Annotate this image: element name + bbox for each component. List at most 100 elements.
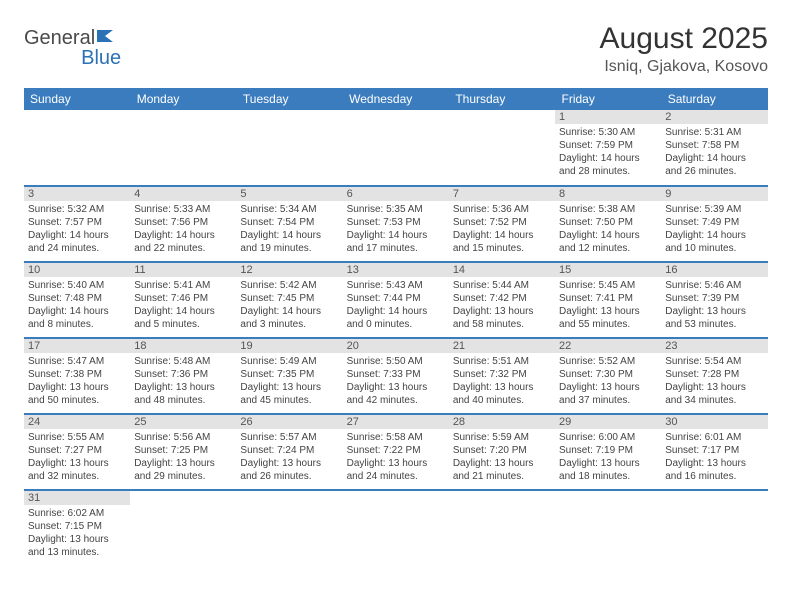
calendar-body: 1Sunrise: 5:30 AMSunset: 7:59 PMDaylight… (24, 110, 768, 566)
calendar-day-cell (449, 490, 555, 566)
calendar-day-cell (343, 110, 449, 186)
calendar-day-cell: 21Sunrise: 5:51 AMSunset: 7:32 PMDayligh… (449, 338, 555, 414)
day-number: 27 (343, 415, 449, 429)
calendar-day-cell: 10Sunrise: 5:40 AMSunset: 7:48 PMDayligh… (24, 262, 130, 338)
day-number: 22 (555, 339, 661, 353)
day-details: Sunrise: 5:48 AMSunset: 7:36 PMDaylight:… (130, 353, 236, 410)
day-details: Sunrise: 5:57 AMSunset: 7:24 PMDaylight:… (236, 429, 342, 486)
day-number: 31 (24, 491, 130, 505)
day-details: Sunrise: 5:39 AMSunset: 7:49 PMDaylight:… (661, 201, 767, 258)
day-number: 4 (130, 187, 236, 201)
day-number: 20 (343, 339, 449, 353)
day-number: 30 (661, 415, 767, 429)
calendar-day-cell: 17Sunrise: 5:47 AMSunset: 7:38 PMDayligh… (24, 338, 130, 414)
day-number: 28 (449, 415, 555, 429)
calendar-day-cell (236, 110, 342, 186)
day-details: Sunrise: 5:43 AMSunset: 7:44 PMDaylight:… (343, 277, 449, 334)
calendar-day-cell: 26Sunrise: 5:57 AMSunset: 7:24 PMDayligh… (236, 414, 342, 490)
calendar-week-row: 1Sunrise: 5:30 AMSunset: 7:59 PMDaylight… (24, 110, 768, 186)
day-number: 21 (449, 339, 555, 353)
calendar-day-cell (24, 110, 130, 186)
calendar-day-cell: 22Sunrise: 5:52 AMSunset: 7:30 PMDayligh… (555, 338, 661, 414)
day-number: 9 (661, 187, 767, 201)
day-number: 17 (24, 339, 130, 353)
calendar-day-cell: 8Sunrise: 5:38 AMSunset: 7:50 PMDaylight… (555, 186, 661, 262)
location-text: Isniq, Gjakova, Kosovo (600, 58, 768, 76)
logo: GeneralBlue (24, 28, 121, 68)
calendar-day-cell: 31Sunrise: 6:02 AMSunset: 7:15 PMDayligh… (24, 490, 130, 566)
day-details: Sunrise: 5:49 AMSunset: 7:35 PMDaylight:… (236, 353, 342, 410)
weekday-header-row: Sunday Monday Tuesday Wednesday Thursday… (24, 88, 768, 110)
day-number: 12 (236, 263, 342, 277)
day-number: 19 (236, 339, 342, 353)
day-details: Sunrise: 5:41 AMSunset: 7:46 PMDaylight:… (130, 277, 236, 334)
day-details: Sunrise: 5:59 AMSunset: 7:20 PMDaylight:… (449, 429, 555, 486)
calendar-day-cell: 2Sunrise: 5:31 AMSunset: 7:58 PMDaylight… (661, 110, 767, 186)
calendar-day-cell: 15Sunrise: 5:45 AMSunset: 7:41 PMDayligh… (555, 262, 661, 338)
day-number: 26 (236, 415, 342, 429)
day-details: Sunrise: 5:56 AMSunset: 7:25 PMDaylight:… (130, 429, 236, 486)
day-number: 29 (555, 415, 661, 429)
day-details: Sunrise: 5:36 AMSunset: 7:52 PMDaylight:… (449, 201, 555, 258)
day-number: 8 (555, 187, 661, 201)
day-details: Sunrise: 6:00 AMSunset: 7:19 PMDaylight:… (555, 429, 661, 486)
page-header: GeneralBlue August 2025 Isniq, Gjakova, … (24, 22, 768, 76)
day-details: Sunrise: 5:42 AMSunset: 7:45 PMDaylight:… (236, 277, 342, 334)
calendar-week-row: 17Sunrise: 5:47 AMSunset: 7:38 PMDayligh… (24, 338, 768, 414)
day-number: 14 (449, 263, 555, 277)
day-details: Sunrise: 5:32 AMSunset: 7:57 PMDaylight:… (24, 201, 130, 258)
weekday-header: Thursday (449, 88, 555, 110)
calendar-day-cell: 16Sunrise: 5:46 AMSunset: 7:39 PMDayligh… (661, 262, 767, 338)
calendar-day-cell: 3Sunrise: 5:32 AMSunset: 7:57 PMDaylight… (24, 186, 130, 262)
weekday-header: Saturday (661, 88, 767, 110)
weekday-header: Friday (555, 88, 661, 110)
calendar-day-cell: 25Sunrise: 5:56 AMSunset: 7:25 PMDayligh… (130, 414, 236, 490)
calendar-day-cell: 7Sunrise: 5:36 AMSunset: 7:52 PMDaylight… (449, 186, 555, 262)
weekday-header: Sunday (24, 88, 130, 110)
day-details: Sunrise: 5:40 AMSunset: 7:48 PMDaylight:… (24, 277, 130, 334)
day-details: Sunrise: 6:02 AMSunset: 7:15 PMDaylight:… (24, 505, 130, 562)
day-details: Sunrise: 5:54 AMSunset: 7:28 PMDaylight:… (661, 353, 767, 410)
day-details: Sunrise: 6:01 AMSunset: 7:17 PMDaylight:… (661, 429, 767, 486)
weekday-header: Monday (130, 88, 236, 110)
day-details: Sunrise: 5:33 AMSunset: 7:56 PMDaylight:… (130, 201, 236, 258)
day-number: 13 (343, 263, 449, 277)
calendar-day-cell (555, 490, 661, 566)
calendar-day-cell: 14Sunrise: 5:44 AMSunset: 7:42 PMDayligh… (449, 262, 555, 338)
calendar-day-cell: 19Sunrise: 5:49 AMSunset: 7:35 PMDayligh… (236, 338, 342, 414)
logo-text-general: General (24, 28, 95, 48)
calendar-day-cell: 13Sunrise: 5:43 AMSunset: 7:44 PMDayligh… (343, 262, 449, 338)
day-details: Sunrise: 5:45 AMSunset: 7:41 PMDaylight:… (555, 277, 661, 334)
day-number: 18 (130, 339, 236, 353)
day-number: 24 (24, 415, 130, 429)
calendar-day-cell: 9Sunrise: 5:39 AMSunset: 7:49 PMDaylight… (661, 186, 767, 262)
calendar-day-cell (130, 110, 236, 186)
day-details: Sunrise: 5:38 AMSunset: 7:50 PMDaylight:… (555, 201, 661, 258)
calendar-day-cell: 12Sunrise: 5:42 AMSunset: 7:45 PMDayligh… (236, 262, 342, 338)
calendar-day-cell: 20Sunrise: 5:50 AMSunset: 7:33 PMDayligh… (343, 338, 449, 414)
calendar-day-cell: 23Sunrise: 5:54 AMSunset: 7:28 PMDayligh… (661, 338, 767, 414)
calendar-day-cell: 5Sunrise: 5:34 AMSunset: 7:54 PMDaylight… (236, 186, 342, 262)
calendar-day-cell: 18Sunrise: 5:48 AMSunset: 7:36 PMDayligh… (130, 338, 236, 414)
calendar-day-cell: 30Sunrise: 6:01 AMSunset: 7:17 PMDayligh… (661, 414, 767, 490)
day-number: 11 (130, 263, 236, 277)
calendar-week-row: 10Sunrise: 5:40 AMSunset: 7:48 PMDayligh… (24, 262, 768, 338)
day-details: Sunrise: 5:34 AMSunset: 7:54 PMDaylight:… (236, 201, 342, 258)
calendar-page: GeneralBlue August 2025 Isniq, Gjakova, … (0, 0, 792, 576)
calendar-day-cell: 1Sunrise: 5:30 AMSunset: 7:59 PMDaylight… (555, 110, 661, 186)
day-details: Sunrise: 5:55 AMSunset: 7:27 PMDaylight:… (24, 429, 130, 486)
day-details: Sunrise: 5:47 AMSunset: 7:38 PMDaylight:… (24, 353, 130, 410)
logo-text-blue: Blue (81, 47, 121, 69)
day-details: Sunrise: 5:51 AMSunset: 7:32 PMDaylight:… (449, 353, 555, 410)
calendar-week-row: 31Sunrise: 6:02 AMSunset: 7:15 PMDayligh… (24, 490, 768, 566)
day-number: 16 (661, 263, 767, 277)
calendar-day-cell (130, 490, 236, 566)
calendar-week-row: 3Sunrise: 5:32 AMSunset: 7:57 PMDaylight… (24, 186, 768, 262)
calendar-day-cell: 28Sunrise: 5:59 AMSunset: 7:20 PMDayligh… (449, 414, 555, 490)
calendar-day-cell: 27Sunrise: 5:58 AMSunset: 7:22 PMDayligh… (343, 414, 449, 490)
day-number: 7 (449, 187, 555, 201)
day-number: 25 (130, 415, 236, 429)
day-details: Sunrise: 5:50 AMSunset: 7:33 PMDaylight:… (343, 353, 449, 410)
day-details: Sunrise: 5:46 AMSunset: 7:39 PMDaylight:… (661, 277, 767, 334)
day-number: 3 (24, 187, 130, 201)
